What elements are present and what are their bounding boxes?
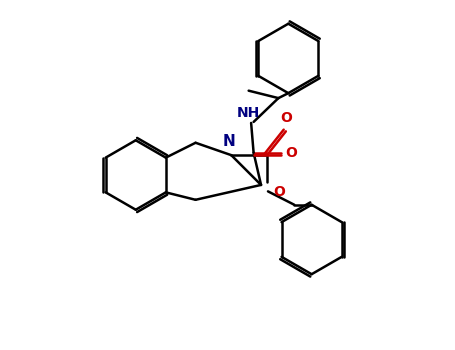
Text: O: O xyxy=(280,111,292,125)
Text: N: N xyxy=(223,134,236,149)
Text: NH: NH xyxy=(237,106,260,120)
Text: O: O xyxy=(285,146,297,160)
Text: O: O xyxy=(273,185,285,199)
